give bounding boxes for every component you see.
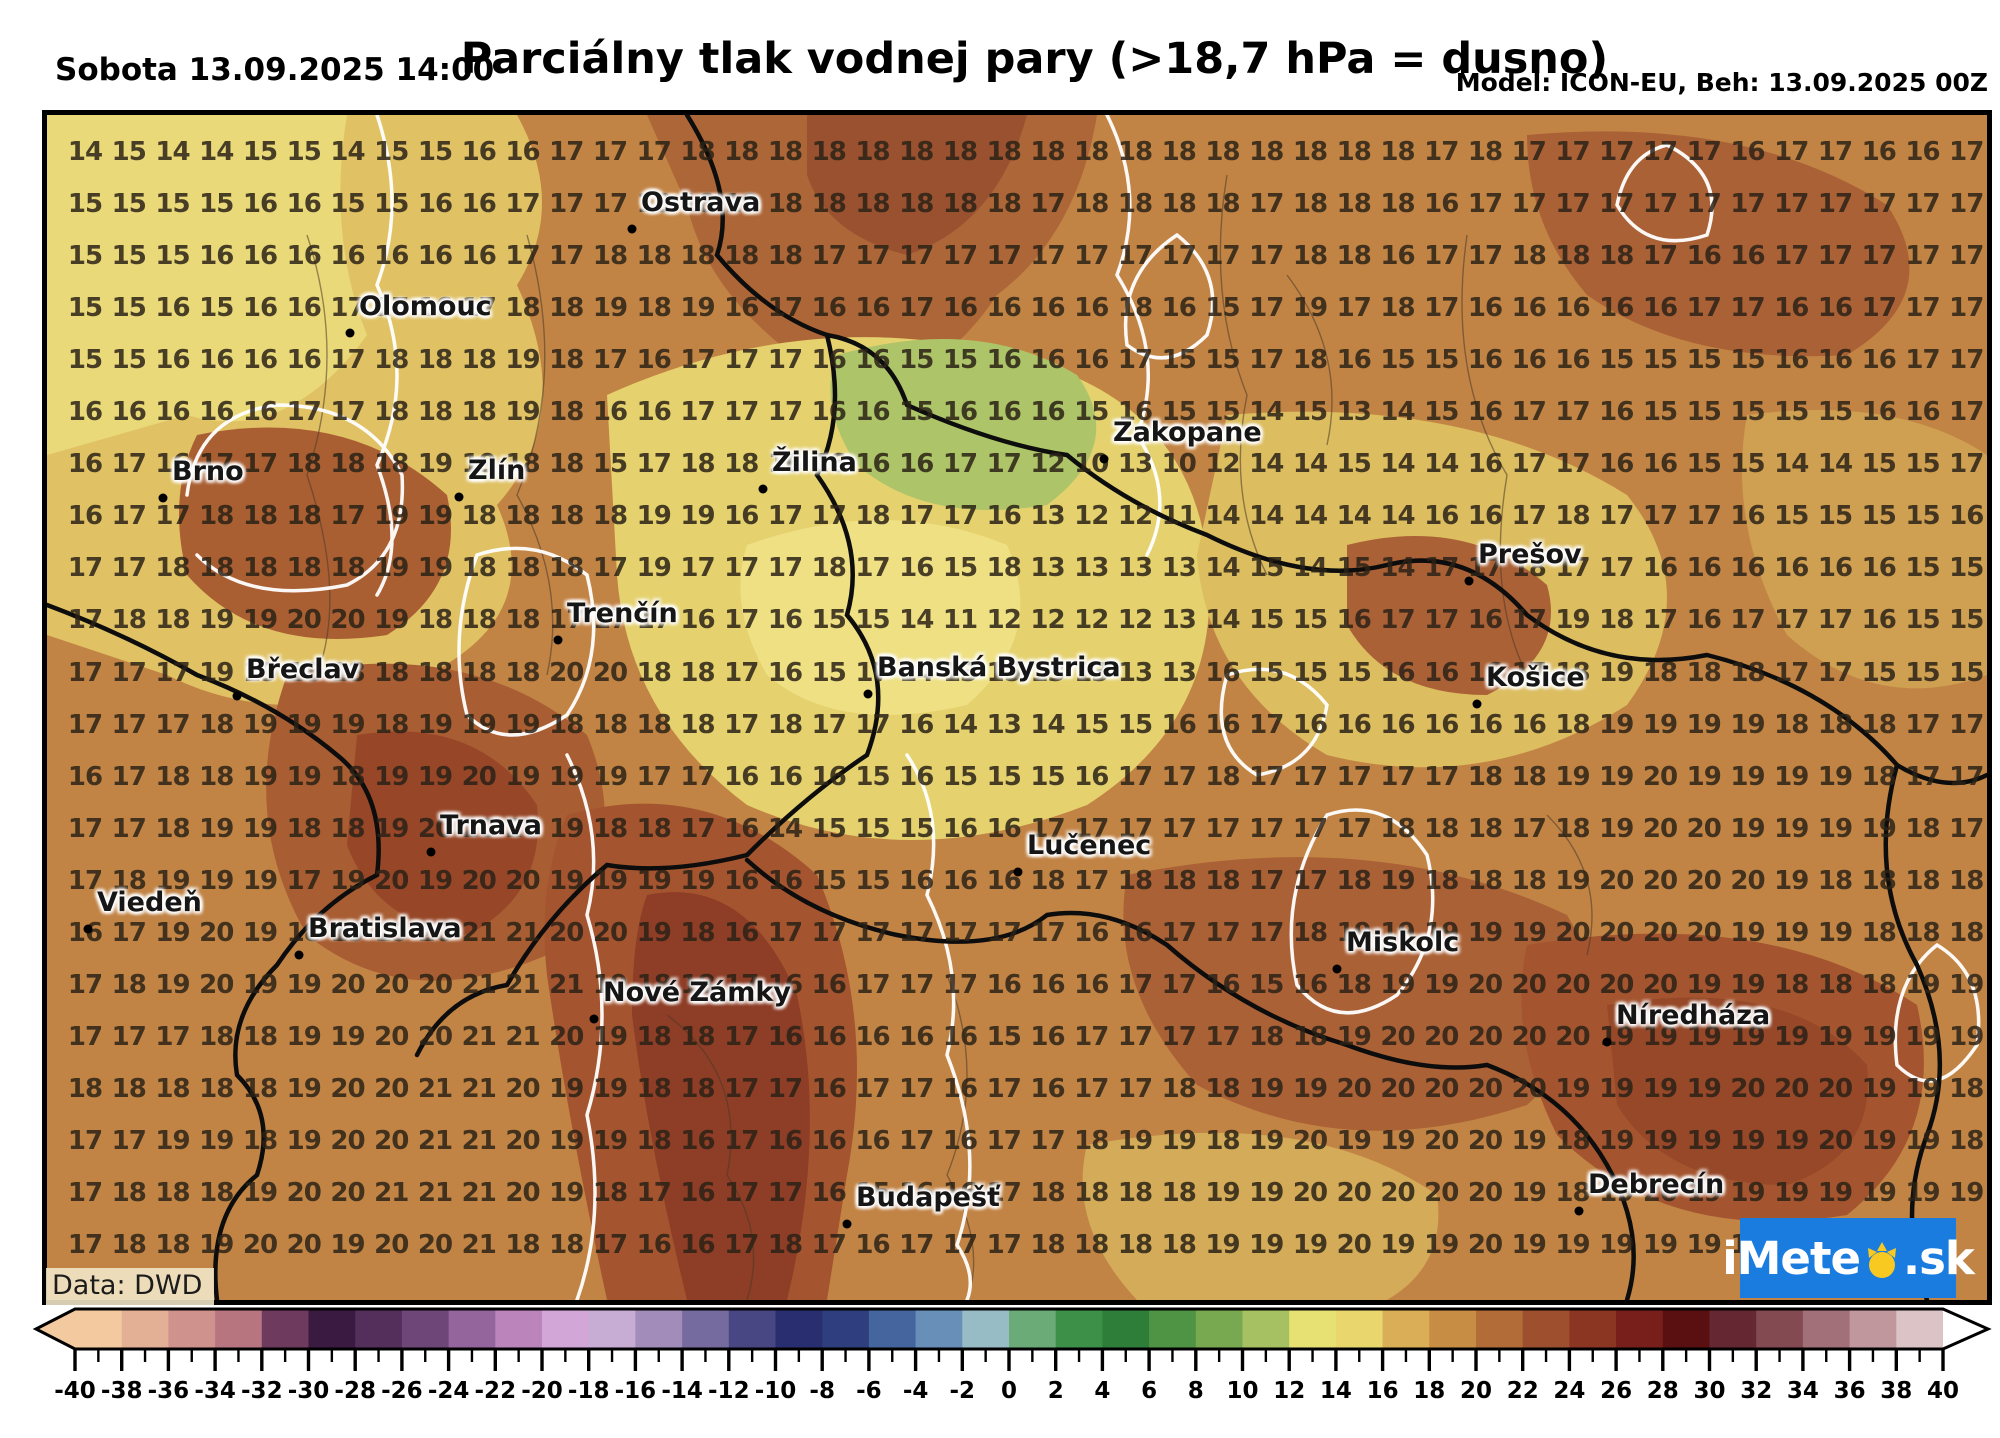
city-dot [589,1014,599,1024]
city-label: Banská Bystrica [877,652,1121,683]
colorbar-tick-label: 36 [1834,1378,1866,1404]
colorbar-tick-label: -10 [755,1378,797,1404]
city-dot [83,924,93,934]
colorbar-tick-label: 38 [1880,1378,1912,1404]
colorbar-tick-label: -20 [521,1378,563,1404]
city-dot [1099,454,1109,464]
colorbar-tick-label: -22 [475,1378,517,1404]
colorbar-tick-label: 16 [1367,1378,1399,1404]
city-label: Žilina [772,447,857,478]
city-dot [1013,867,1023,877]
city-dot [1332,964,1342,974]
colorbar-tick-label: -4 [903,1378,929,1404]
city-dot [1602,1037,1612,1047]
city-label: Ostrava [641,187,761,218]
colorbar-tick-label: -40 [54,1378,96,1404]
city-dot [426,847,436,857]
colorbar-tick-label: 2 [1048,1378,1064,1404]
colorbar-tick-label: -34 [194,1378,236,1404]
colorbar: -40 -38 -36 -34 -32 -30 -28 -26 -24 -22 -20 -18 -16-… [32,1307,1992,1404]
city-dot [345,328,355,338]
colorbar-tick-label: 30 [1693,1378,1725,1404]
city-dot [1574,1206,1584,1216]
city-label: Níredháza [1616,1000,1771,1031]
city-dot [232,691,242,701]
city-label: Nové Zámky [603,977,791,1008]
colorbar-tick-label: 8 [1188,1378,1204,1404]
colorbar-tick-label: -32 [241,1378,283,1404]
city-label: Viedeň [97,887,202,918]
colorbar-tick-label: 18 [1413,1378,1445,1404]
data-source-badge: Data: DWD [46,1268,215,1305]
colorbar-tick-label: -8 [809,1378,835,1404]
colorbar-tick-label: 4 [1094,1378,1110,1404]
city-label: Zakopane [1113,417,1262,448]
city-label: Prešov [1478,539,1582,570]
logo-text-post: .sk [1902,1231,1975,1285]
colorbar-tick-label: 32 [1740,1378,1772,1404]
colorbar-tick-label: -38 [101,1378,143,1404]
colorbar-tick-label: 24 [1553,1378,1585,1404]
colorbar-tick-label: 6 [1141,1378,1157,1404]
city-dot [454,492,464,502]
model-info: Model: ICON-EU, Beh: 13.09.2025 00Z [1455,68,1988,97]
city-label: Olomouc [359,291,492,322]
city-label: Trnava [440,810,543,841]
city-label: Břeclav [246,654,360,685]
city-label: Košice [1486,662,1585,693]
map-graphics [47,115,1987,1300]
colorbar-tick-label: 34 [1787,1378,1819,1404]
colorbar-tick-label: -24 [428,1378,470,1404]
colorbar-tick-label: -14 [661,1378,703,1404]
sun-icon [1862,1240,1902,1280]
city-dot [627,224,637,234]
fill-regions [47,115,1987,1300]
colorbar-tick-label: -6 [856,1378,882,1404]
district-borders [306,174,1593,1300]
colorbar-tick-label: 22 [1507,1378,1539,1404]
city-dot [158,493,168,503]
colorbar-tick-label: -30 [288,1378,330,1404]
threshold-contours [185,115,1981,1300]
colorbar-tick-label: 28 [1647,1378,1679,1404]
city-label: Miskolc [1346,927,1460,958]
colorbar-tick-label: 20 [1460,1378,1492,1404]
city-label: Lučenec [1027,830,1152,861]
country-borders [47,115,1987,1300]
city-label: Zlín [468,455,526,486]
colorbar-tick-label: 12 [1273,1378,1305,1404]
colorbar-tick-label: -18 [568,1378,610,1404]
city-dot [758,484,768,494]
colorbar-tick-label: -16 [615,1378,657,1404]
page-title: Parciálny tlak vodnej pary (>18,7 hPa = … [460,34,1609,84]
city-label: Bratislava [308,913,462,944]
colorbar-tick-label: 14 [1320,1378,1352,1404]
logo-text-pre: iMete [1722,1231,1861,1285]
colorbar-tick-label: -28 [334,1378,376,1404]
map-datetime: Sobota 13.09.2025 14:00 [55,52,495,88]
city-dot [294,950,304,960]
city-label: Debrecín [1588,1169,1725,1200]
city-label: Trenčín [567,598,678,629]
city-dot [1472,699,1482,709]
imeteo-logo: iMete .sk [1722,1218,1975,1298]
city-label: Brno [172,456,244,487]
city-label: Budapešť [856,1182,1000,1213]
colorbar-tick-label: 26 [1600,1378,1632,1404]
colorbar-tick-label: 10 [1226,1378,1258,1404]
city-dot [863,689,873,699]
colorbar-tick-label: -2 [950,1378,976,1404]
colorbar-tick-label: -36 [148,1378,190,1404]
city-dot [842,1219,852,1229]
colorbar-tick-label: 40 [1927,1378,1959,1404]
map-canvas [42,110,1992,1305]
city-dot [553,635,563,645]
city-dot [1464,576,1474,586]
colorbar-tick-label: -12 [708,1378,750,1404]
colorbar-tick-label: 0 [1001,1378,1017,1404]
colorbar-tick-label: -26 [381,1378,423,1404]
